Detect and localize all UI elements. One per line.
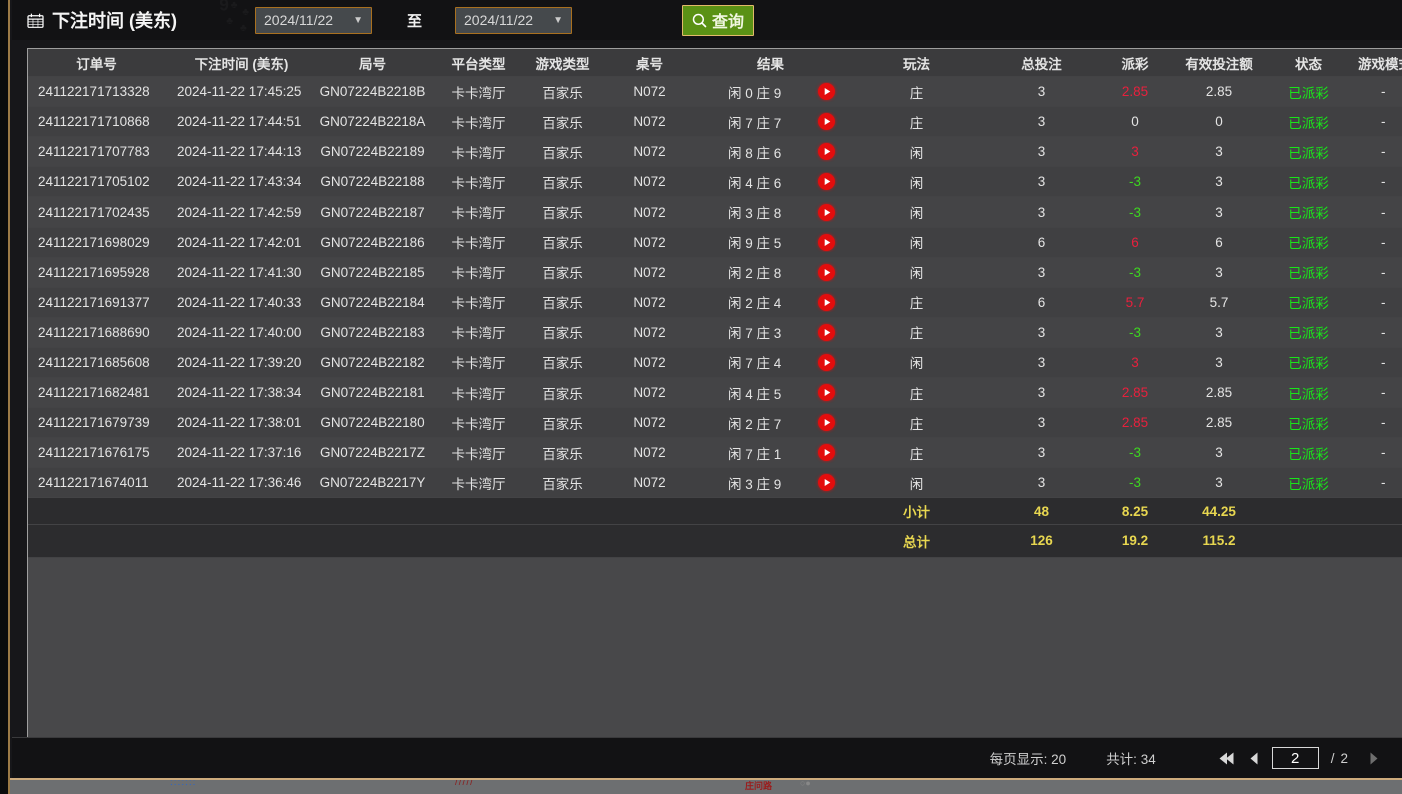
- svg-text:♣: ♣: [242, 7, 249, 18]
- svg-text:9: 9: [219, 0, 229, 14]
- svg-text:♣: ♣: [240, 23, 247, 34]
- svg-text:♣: ♣: [231, 0, 238, 11]
- svg-text:♣: ♣: [226, 16, 233, 27]
